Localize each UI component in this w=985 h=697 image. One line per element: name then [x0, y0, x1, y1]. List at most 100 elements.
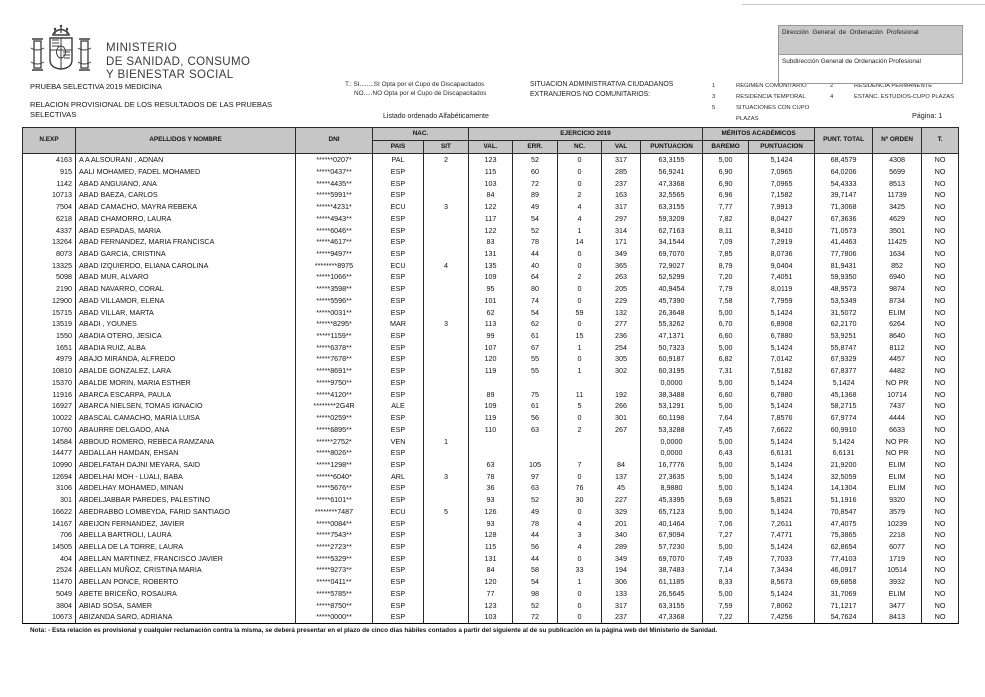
- cell: 52,5299: [639, 271, 704, 283]
- cell: 267: [601, 423, 641, 436]
- cupo-line-1: T.: SI........SI Opta por el Cupo de Dis…: [345, 81, 485, 88]
- cell: ABBOUD ROMERO, REBECA RAMZANA: [75, 435, 296, 447]
- cell: 7,4771: [748, 529, 816, 541]
- cell: [423, 329, 469, 342]
- table-row: 2190 ABAD NAVARRO, CORAL *****3598** ESP 95 8…: [22, 282, 960, 295]
- cell: ABADI , YOUNES: [75, 318, 296, 330]
- cell: NO: [921, 376, 960, 389]
- cell: 3106: [22, 482, 76, 494]
- cell: 15715: [22, 306, 76, 319]
- cell: ESP: [372, 540, 424, 553]
- cell: 7,7033: [748, 552, 816, 565]
- cell: [423, 189, 469, 201]
- cell: 11739: [872, 189, 923, 201]
- cell: 5,00: [702, 435, 750, 447]
- cell: 57,7230: [639, 540, 704, 553]
- cell: ABAURRE DELGADO, ANA: [75, 423, 296, 436]
- table-row: 14477 ABDALLAH HAMDAN, EHSAN *****8026** ES…: [22, 446, 960, 459]
- cell: ESP: [372, 587, 424, 600]
- cell: 55: [512, 364, 558, 377]
- cell: [423, 294, 469, 307]
- cell: 7: [557, 458, 602, 471]
- cell: ******8295*: [295, 318, 373, 330]
- cell: 7,2611: [748, 517, 816, 529]
- subtitle-line-2: SELECTIVAS: [30, 110, 77, 119]
- legend-label: REGIMEN COMUNITARIO: [736, 83, 807, 89]
- cell: NO: [921, 318, 960, 330]
- cell: 8112: [872, 341, 923, 354]
- cell: 3: [423, 200, 469, 213]
- cell: 7,5182: [748, 364, 816, 377]
- cell: 6,70: [702, 318, 750, 330]
- cell: NO: [921, 493, 960, 506]
- cell: 0: [557, 505, 602, 518]
- cell: 63: [512, 423, 558, 436]
- cell: NO: [921, 153, 960, 166]
- cell: 27,3635: [639, 470, 704, 483]
- cell: 7504: [22, 200, 76, 213]
- cell: ESP: [372, 189, 424, 201]
- cell: 237: [601, 177, 641, 190]
- page-number: Página: 1: [912, 111, 943, 120]
- table-row: 14505 ABELLA DE LA TORRE, LAURA *****2723*…: [22, 540, 960, 553]
- cell: 81,9431: [814, 259, 874, 272]
- cell: NO: [921, 271, 960, 283]
- cell: *****6895**: [295, 423, 373, 436]
- ministry-line-2: DE SANIDAD, CONSUMO: [106, 55, 251, 68]
- cell: 69,7070: [639, 247, 704, 260]
- cell: 4: [423, 259, 469, 272]
- cell: 297: [601, 212, 641, 225]
- legend-num: 2: [830, 83, 834, 89]
- cell: 4: [557, 517, 602, 529]
- cell: 49: [512, 505, 558, 518]
- cell: 77,4103: [814, 552, 874, 565]
- cell: 63,3155: [639, 153, 704, 166]
- cell: NO PR: [872, 376, 923, 389]
- cell: 47,3368: [639, 177, 704, 190]
- cell: 915: [22, 165, 76, 178]
- cell: 98: [512, 587, 558, 600]
- table-row: 13264 ABAD FERNANDEZ, MARIA FRANCISCA ****…: [22, 236, 960, 248]
- cell: [423, 236, 469, 248]
- cell: ABEIJON FERNANDEZ, JAVIER: [75, 517, 296, 529]
- cell: 67,3636: [814, 212, 874, 225]
- cell: 2524: [22, 564, 76, 576]
- cell: 32,5059: [814, 470, 874, 483]
- cell: ESP: [372, 423, 424, 436]
- cell: MAR: [372, 318, 424, 330]
- cell: 63: [468, 458, 513, 471]
- cell: 9320: [872, 493, 923, 506]
- cell: 62,7163: [639, 224, 704, 237]
- cell: 40,1464: [639, 517, 704, 529]
- cell: 0: [557, 153, 602, 166]
- cell: 10990: [22, 458, 76, 471]
- cell: 1: [557, 224, 602, 237]
- cell: 6264: [872, 318, 923, 330]
- cell: ********7487: [295, 505, 373, 518]
- cell: [423, 353, 469, 365]
- col-header-dni: DNI: [295, 127, 373, 154]
- cell: ELIM: [872, 458, 923, 471]
- cell: 55,3262: [639, 318, 704, 330]
- col-header-val2: VAL: [601, 140, 641, 154]
- cell: 852: [872, 259, 923, 272]
- cell: ******2752*: [295, 435, 373, 447]
- table-row: 15715 ABAD VILLAR, MARTA *****0031** ESP 62 5…: [22, 306, 960, 319]
- cell: 7,31: [702, 364, 750, 377]
- cell: 5,1424: [748, 400, 816, 412]
- cell: 7,85: [702, 247, 750, 260]
- cell: 1: [557, 364, 602, 377]
- cell: 115: [468, 540, 513, 553]
- cell: 113: [468, 318, 513, 330]
- cell: *****3598**: [295, 282, 373, 295]
- cell: 6,7880: [748, 388, 816, 401]
- cell: 10810: [22, 364, 76, 377]
- cell: 10022: [22, 411, 76, 424]
- table-row: 301 ABDELJABBAR PAREDES, PALESTINO *****61…: [22, 493, 960, 506]
- cell: ******0207*: [295, 153, 373, 166]
- cell: ABALDE GONZALEZ, LARA: [75, 364, 296, 377]
- cell: ABDELHAY MOHAMED, MINAN: [75, 482, 296, 494]
- cell: 0: [557, 599, 602, 612]
- cell: 8,0427: [748, 212, 816, 225]
- table-row: 14584 ABBOUD ROMERO, REBECA RAMZANA ******…: [22, 435, 960, 447]
